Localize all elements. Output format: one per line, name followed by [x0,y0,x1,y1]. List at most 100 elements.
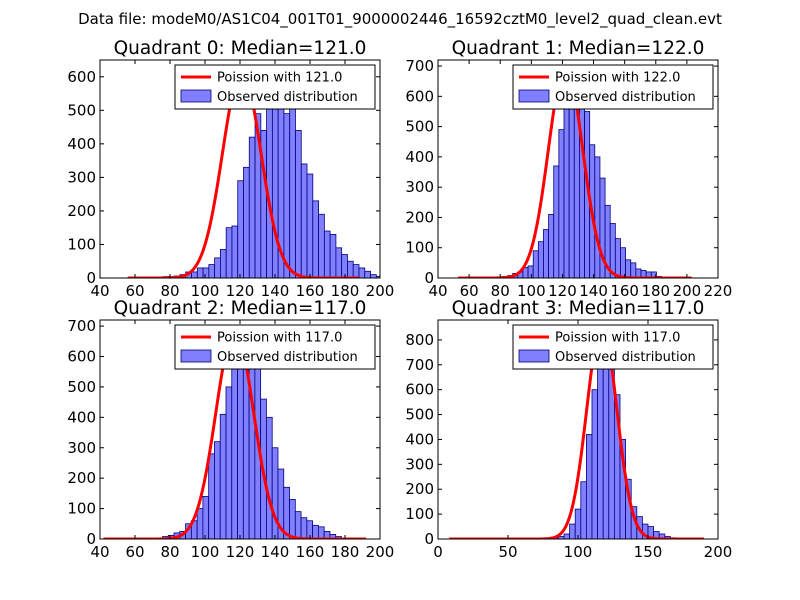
subplot-title: Quadrant 1: Median=122.0 [452,38,705,59]
histogram-bar [266,416,273,539]
x-tick-label: 80 [160,543,179,561]
legend: Poission with 121.0 Observed distribution [174,64,376,110]
y-tick-label: 600 [405,381,434,399]
legend-label-poisson: Poission with 117.0 [555,331,680,346]
legend-label-observed: Observed distribution [555,90,696,105]
histogram-bar [569,523,576,539]
subplot-0: 40 60 80 100 120 140 160 180 200 0 100 200 300 400 500… [67,38,394,300]
histogram-bar [225,227,233,278]
x-tick-label: 40 [90,282,109,300]
y-tick-label: 600 [67,68,96,86]
histogram-bar [237,356,244,539]
y-tick-label: 300 [405,455,434,473]
histogram-bar [300,517,308,539]
histogram-bar [352,264,360,278]
histogram-bar [591,389,598,539]
x-tick-label: 60 [125,543,144,561]
x-tick-label: 150 [634,543,663,561]
histogram-bar [370,274,377,278]
histogram-bar [625,259,632,278]
histogram-bar [271,447,279,539]
histogram-bar [248,343,256,539]
x-tick-label: 120 [548,282,577,300]
x-tick-label: 160 [296,282,325,300]
legend: Poission with 117.0 Observed distribution [174,324,376,370]
x-tick-label: 140 [261,282,290,300]
subplot-2: 40 60 80 100 120 140 160 180 200 0 100 200 300 400 500… [67,298,394,561]
histogram-bar [208,453,215,539]
histogram-bar [196,508,204,539]
x-tick-label: 60 [125,282,144,300]
histogram-bar [318,213,325,278]
axes-frame [437,59,719,279]
histogram-bar [317,526,325,539]
y-tick-label: 100 [67,235,96,253]
histogram-bar [231,225,239,278]
legend-patch-swatch [518,89,550,103]
legend: Poission with 117.0 Observed distribution [512,324,714,370]
histogram-bar [597,354,604,539]
histogram-bar [358,267,366,278]
histogram-bar [196,267,204,278]
y-tick-label: 100 [405,239,434,257]
histogram-bar [283,113,291,278]
legend-patch-swatch [180,349,212,363]
legend-label-poisson: Poission with 121.0 [217,71,342,86]
subplot-title: Quadrant 3: Median=117.0 [452,298,705,319]
histogram-bar [614,238,621,278]
subplots-grid: 40 60 80 100 120 140 160 180 2000100200300400500… [67,38,732,561]
histogram-bar [364,270,371,278]
histogram-bar [537,241,544,278]
histogram-bar [237,180,244,278]
subplot-1: 40 60 80 100 120 140 160 180 200 2200100200300400… [405,38,732,300]
y-tick-label: 700 [405,57,434,75]
x-tick-label: 200 [366,543,395,561]
histogram-bar [312,524,319,539]
x-tick-label: 160 [610,282,639,300]
histogram-bar [335,247,343,278]
x-tick-label: 160 [296,543,325,561]
histogram-bar [225,386,233,539]
y-tick-label: 300 [67,439,96,457]
x-tick-label: 180 [641,282,670,300]
histogram-bar [323,230,331,278]
figure-suptitle: Data file: modeM0/AS1C04_001T01_90000024… [78,10,722,29]
y-tick-label: 500 [67,101,96,119]
y-tick-label: 200 [405,480,434,498]
x-tick-label: 60 [460,282,479,300]
histogram-bar [574,508,582,539]
y-tick-label: 800 [405,331,434,349]
histogram-bar [300,163,308,278]
x-tick-label: 200 [673,282,702,300]
x-tick-label: 50 [498,543,517,561]
y-tick-label: 600 [67,348,96,366]
histogram-bar [271,96,279,278]
y-tick-label: 400 [67,135,96,153]
histogram-bar [289,499,296,539]
histogram-bar [191,271,198,278]
histogram-bar [306,173,314,278]
y-tick-label: 0 [424,530,434,548]
histogram-bar [231,368,238,539]
y-tick-label: 200 [405,208,434,226]
x-tick-label: 100 [564,543,593,561]
histogram-bar [568,80,575,278]
x-tick-label: 200 [366,282,395,300]
subplot-3: 0 50 100 150 200 0 100 200 300 400 500 600 700 800 Qua… [405,298,732,561]
histogram-bar [650,271,657,278]
histogram-bar [219,249,227,278]
histogram-bar [329,233,337,278]
histogram-bar [620,247,627,278]
y-tick-label: 500 [67,378,96,396]
y-tick-label: 300 [405,178,434,196]
legend-label-observed: Observed distribution [217,90,358,105]
histogram-bar [248,136,256,278]
subplot-title: Quadrant 0: Median=121.0 [114,38,367,59]
histogram-bar [594,156,601,278]
x-tick-label: 0 [433,543,443,561]
histogram-bar [375,275,380,278]
legend: Poission with 122.0 Observed distribution [512,64,714,110]
y-tick-label: 0 [424,269,434,287]
x-tick-label: 200 [704,543,733,561]
y-tick-label: 500 [405,406,434,424]
